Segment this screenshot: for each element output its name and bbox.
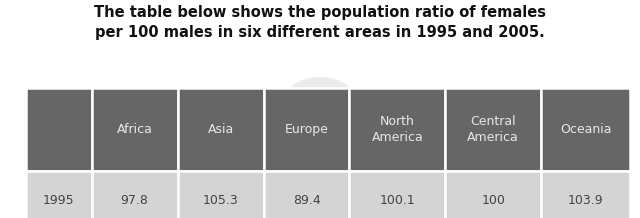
Text: Europe: Europe (285, 123, 328, 136)
FancyBboxPatch shape (264, 171, 349, 218)
FancyBboxPatch shape (445, 88, 541, 171)
Text: 100: 100 (481, 194, 505, 207)
Text: Oceania: Oceania (560, 123, 612, 136)
FancyBboxPatch shape (541, 88, 630, 171)
Text: Asia: Asia (207, 123, 234, 136)
FancyBboxPatch shape (445, 171, 541, 218)
Text: 1995: 1995 (43, 194, 74, 207)
FancyBboxPatch shape (26, 171, 92, 218)
FancyBboxPatch shape (178, 88, 264, 171)
FancyBboxPatch shape (349, 171, 445, 218)
Text: 97.8: 97.8 (121, 194, 148, 207)
FancyBboxPatch shape (26, 88, 92, 171)
Text: 89.4: 89.4 (292, 194, 321, 207)
FancyBboxPatch shape (92, 88, 178, 171)
Text: Africa: Africa (116, 123, 152, 136)
FancyBboxPatch shape (264, 88, 349, 171)
FancyBboxPatch shape (178, 171, 264, 218)
FancyBboxPatch shape (349, 88, 445, 171)
FancyBboxPatch shape (541, 171, 630, 218)
Text: 100.1: 100.1 (380, 194, 415, 207)
Text: 105.3: 105.3 (203, 194, 239, 207)
Text: North
America: North America (372, 115, 423, 144)
Text: 0: 0 (267, 74, 373, 218)
FancyBboxPatch shape (92, 171, 178, 218)
Text: 103.9: 103.9 (568, 194, 604, 207)
Text: The table below shows the population ratio of females
per 100 males in six diffe: The table below shows the population rat… (94, 5, 546, 40)
Text: Central
America: Central America (467, 115, 519, 144)
